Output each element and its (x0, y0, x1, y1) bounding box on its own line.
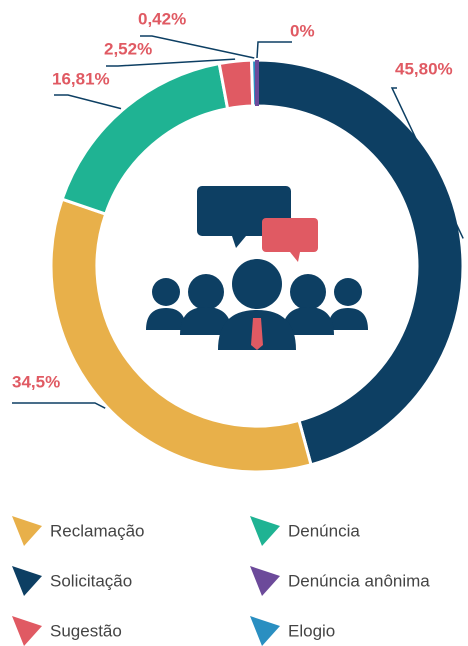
legend-swatch (12, 516, 42, 546)
leader-line (12, 402, 106, 409)
data-label: 2,52% (104, 39, 152, 58)
leader-line (106, 58, 236, 67)
legend-label: Reclamação (50, 521, 145, 540)
data-label: 34,5% (12, 372, 60, 391)
leader-line (140, 35, 255, 59)
leader-line (390, 87, 464, 239)
legend-swatch (12, 616, 42, 646)
leader-line (256, 41, 292, 59)
data-label: 45,80% (395, 59, 453, 78)
legend-swatch (250, 616, 280, 646)
donut-slice (255, 58, 465, 467)
legend-swatch (250, 516, 280, 546)
legend-label: Elogio (288, 621, 335, 640)
data-label: 0,42% (138, 9, 186, 28)
leader-line (54, 94, 122, 110)
legend-label: Solicitação (50, 571, 132, 590)
legend-swatch (250, 566, 280, 596)
data-label: 16,81% (52, 69, 110, 88)
legend-swatch (12, 566, 42, 596)
legend-label: Denúncia anônima (288, 571, 430, 590)
legend-label: Denúncia (288, 521, 360, 540)
donut-slice (49, 197, 313, 474)
data-label: 0% (290, 21, 315, 40)
center-icon (146, 186, 368, 350)
legend-label: Sugestão (50, 621, 122, 640)
